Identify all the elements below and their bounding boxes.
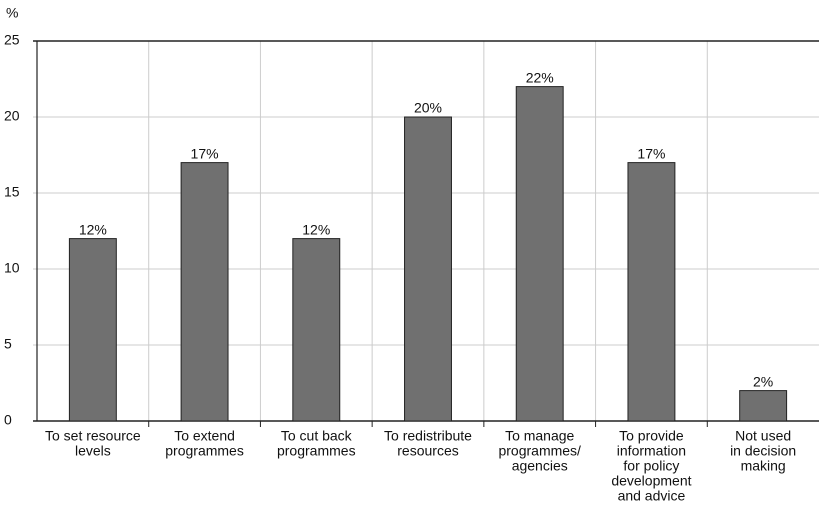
value-label: 12% [79, 221, 107, 237]
x-tick-label: information [617, 443, 686, 459]
x-tick-label: making [741, 458, 786, 474]
value-label: 20% [414, 100, 442, 116]
x-tick-label: Not used [735, 428, 791, 444]
x-tick-label: To manage [505, 428, 574, 444]
y-tick-label: 0 [4, 412, 12, 428]
bar [68, 238, 117, 422]
value-label: 22% [526, 69, 554, 85]
x-tick-label: To provide [619, 428, 684, 444]
y-tick-label: 25 [4, 32, 20, 48]
x-tick-label: programmes [277, 443, 356, 459]
bar [292, 238, 341, 422]
bar [739, 390, 788, 422]
x-tick-label: levels [75, 443, 111, 459]
x-tick-label: for policy [623, 458, 679, 474]
bar [404, 116, 452, 422]
value-label: 17% [191, 145, 219, 161]
bar [515, 86, 564, 422]
y-tick-label: 5 [4, 336, 12, 352]
x-tick-label: programmes/ [498, 443, 581, 459]
x-tick-label: To set resource [45, 428, 141, 444]
x-tick-label: in decision [730, 443, 796, 459]
value-label: 2% [753, 373, 773, 389]
x-tick-label: resources [397, 443, 458, 459]
y-axis-label: % [6, 5, 18, 21]
x-tick-label: agencies [512, 458, 568, 474]
y-tick-label: 10 [4, 260, 20, 276]
bar [180, 162, 229, 422]
y-tick-label: 15 [4, 184, 20, 200]
x-tick-label: development [611, 473, 691, 489]
value-label: 17% [637, 145, 665, 161]
value-label: 12% [302, 221, 330, 237]
y-tick-label: 20 [4, 108, 20, 124]
x-tick-label: To cut back [281, 428, 353, 444]
x-tick-label: To redistribute [384, 428, 472, 444]
bar [627, 162, 676, 422]
x-tick-label: To extend [174, 428, 235, 444]
x-tick-label: and advice [618, 488, 686, 504]
x-tick-label: programmes [165, 443, 244, 459]
